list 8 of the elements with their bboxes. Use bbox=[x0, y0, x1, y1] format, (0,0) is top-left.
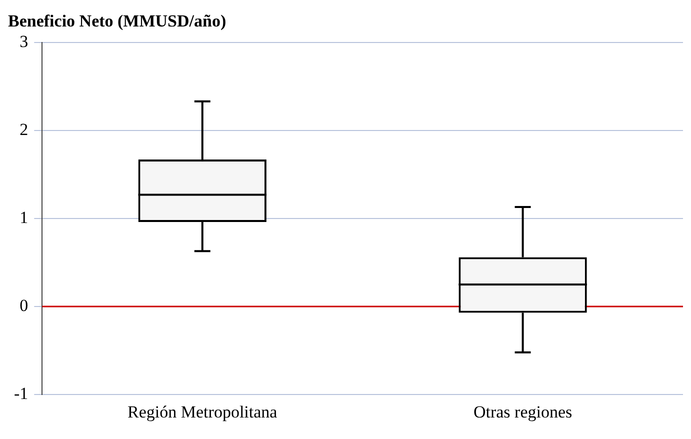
y-tick-label: 0 bbox=[20, 296, 28, 316]
y-tick-label: 2 bbox=[20, 120, 28, 139]
y-tick-label: 3 bbox=[20, 32, 28, 51]
x-tick-label: Otras regiones bbox=[473, 402, 572, 422]
y-tick-label: 1 bbox=[20, 208, 28, 227]
y-axis-title: Beneficio Neto (MMUSD/año) bbox=[8, 12, 226, 31]
y-tick-label: -1 bbox=[14, 384, 28, 404]
x-tick-label: Región Metropolitana bbox=[128, 402, 278, 422]
